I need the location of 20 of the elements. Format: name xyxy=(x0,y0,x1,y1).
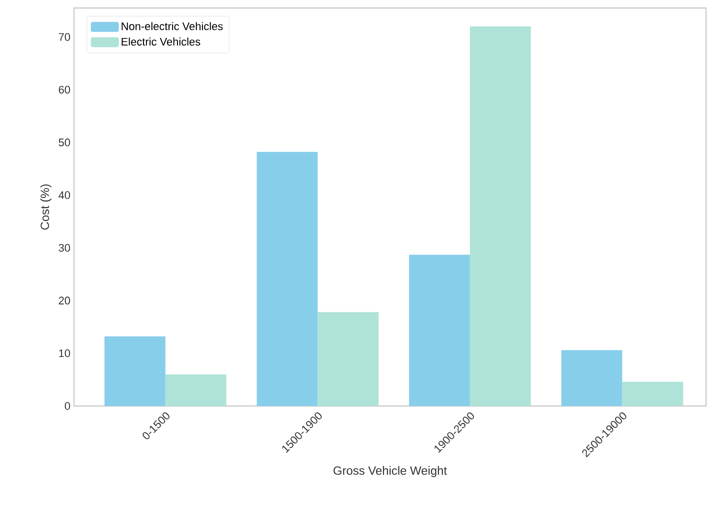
bar xyxy=(470,26,531,406)
y-axis-title: Cost (%) xyxy=(40,184,52,230)
y-tick-label: 20 xyxy=(58,296,70,304)
y-tick-label: 0 xyxy=(64,402,70,410)
bar xyxy=(165,374,226,406)
bar xyxy=(409,254,470,406)
y-tick-label: 70 xyxy=(58,33,70,41)
bar xyxy=(561,350,622,406)
bar xyxy=(318,312,379,406)
bar xyxy=(622,382,684,406)
y-tick-label: 40 xyxy=(58,191,70,200)
x-axis-title: Gross Vehicle Weight xyxy=(334,466,447,478)
bar xyxy=(256,152,318,406)
legend-label: Non-electric Vehicles xyxy=(122,22,223,30)
y-tick-label: 10 xyxy=(59,349,70,358)
y-tick-label: 50 xyxy=(58,138,70,146)
legend-label: Electric Vehicles xyxy=(122,38,200,46)
y-tick-label: 60 xyxy=(58,86,70,94)
bar xyxy=(104,336,166,406)
y-tick-label: 30 xyxy=(58,244,70,252)
